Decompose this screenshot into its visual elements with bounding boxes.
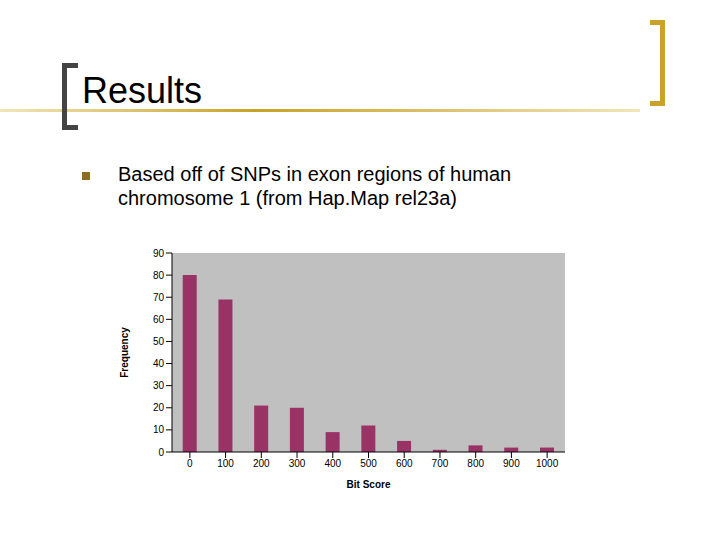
svg-text:50: 50 [153, 336, 165, 347]
svg-text:70: 70 [153, 292, 165, 303]
svg-text:100: 100 [217, 458, 234, 469]
svg-text:90: 90 [153, 248, 165, 259]
svg-text:0: 0 [187, 458, 193, 469]
svg-text:600: 600 [396, 458, 413, 469]
svg-text:200: 200 [253, 458, 270, 469]
svg-text:400: 400 [324, 458, 341, 469]
svg-text:Frequency: Frequency [119, 327, 130, 378]
svg-text:500: 500 [360, 458, 377, 469]
svg-text:30: 30 [153, 380, 165, 391]
svg-text:800: 800 [467, 458, 484, 469]
html-text:Results: Results [82, 70, 202, 111]
svg-text:700: 700 [432, 458, 449, 469]
svg-text:20: 20 [153, 402, 165, 413]
svg-text:Bit Score: Bit Score [347, 479, 391, 490]
svg-text:10: 10 [153, 424, 165, 435]
svg-text:0: 0 [158, 447, 164, 458]
svg-text:80: 80 [153, 270, 165, 281]
svg-text:40: 40 [153, 358, 165, 369]
svg-text:60: 60 [153, 314, 165, 325]
html-text:Based off of SNPs in exon regi: Based off of SNPs in exon regions of hum… [118, 163, 512, 209]
svg-text:1000: 1000 [536, 458, 559, 469]
svg-text:900: 900 [503, 458, 520, 469]
svg-text:300: 300 [289, 458, 306, 469]
